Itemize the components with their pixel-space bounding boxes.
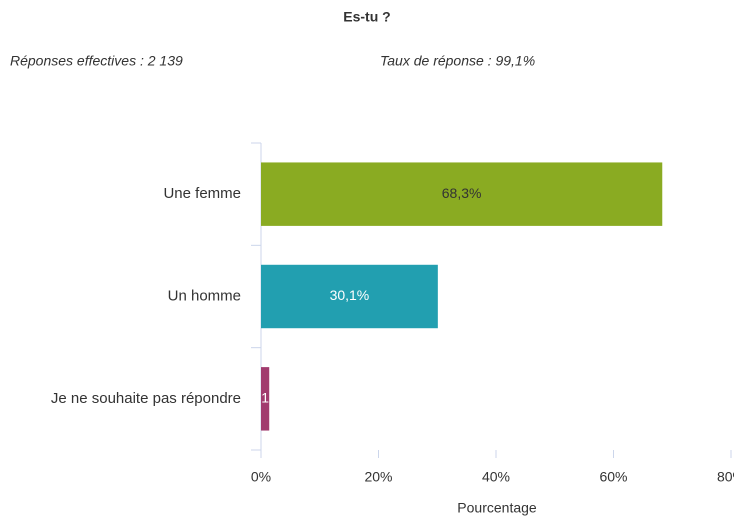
chart-title: Es-tu ? xyxy=(343,9,390,25)
x-tick-label: 40% xyxy=(482,469,510,485)
value-label: 1 xyxy=(261,390,269,406)
y-tick-label: Je ne souhaite pas répondre xyxy=(51,390,241,407)
x-axis-label: Pourcentage xyxy=(457,500,537,516)
y-tick-label: Un homme xyxy=(168,287,241,304)
value-label: 68,3% xyxy=(442,185,482,201)
x-tick-label: 80% xyxy=(717,469,734,485)
subtitle: Réponses effectives : 2 139 xyxy=(10,53,183,69)
x-tick-label: 0% xyxy=(251,469,271,485)
subtitle: Taux de réponse : 99,1% xyxy=(380,53,535,69)
y-tick-label: Une femme xyxy=(163,185,241,202)
bar xyxy=(261,367,270,431)
bar xyxy=(261,162,663,226)
bar xyxy=(261,264,438,329)
x-tick-label: 20% xyxy=(364,469,392,485)
value-label: 30,1% xyxy=(330,287,370,303)
x-tick-label: 60% xyxy=(599,469,627,485)
